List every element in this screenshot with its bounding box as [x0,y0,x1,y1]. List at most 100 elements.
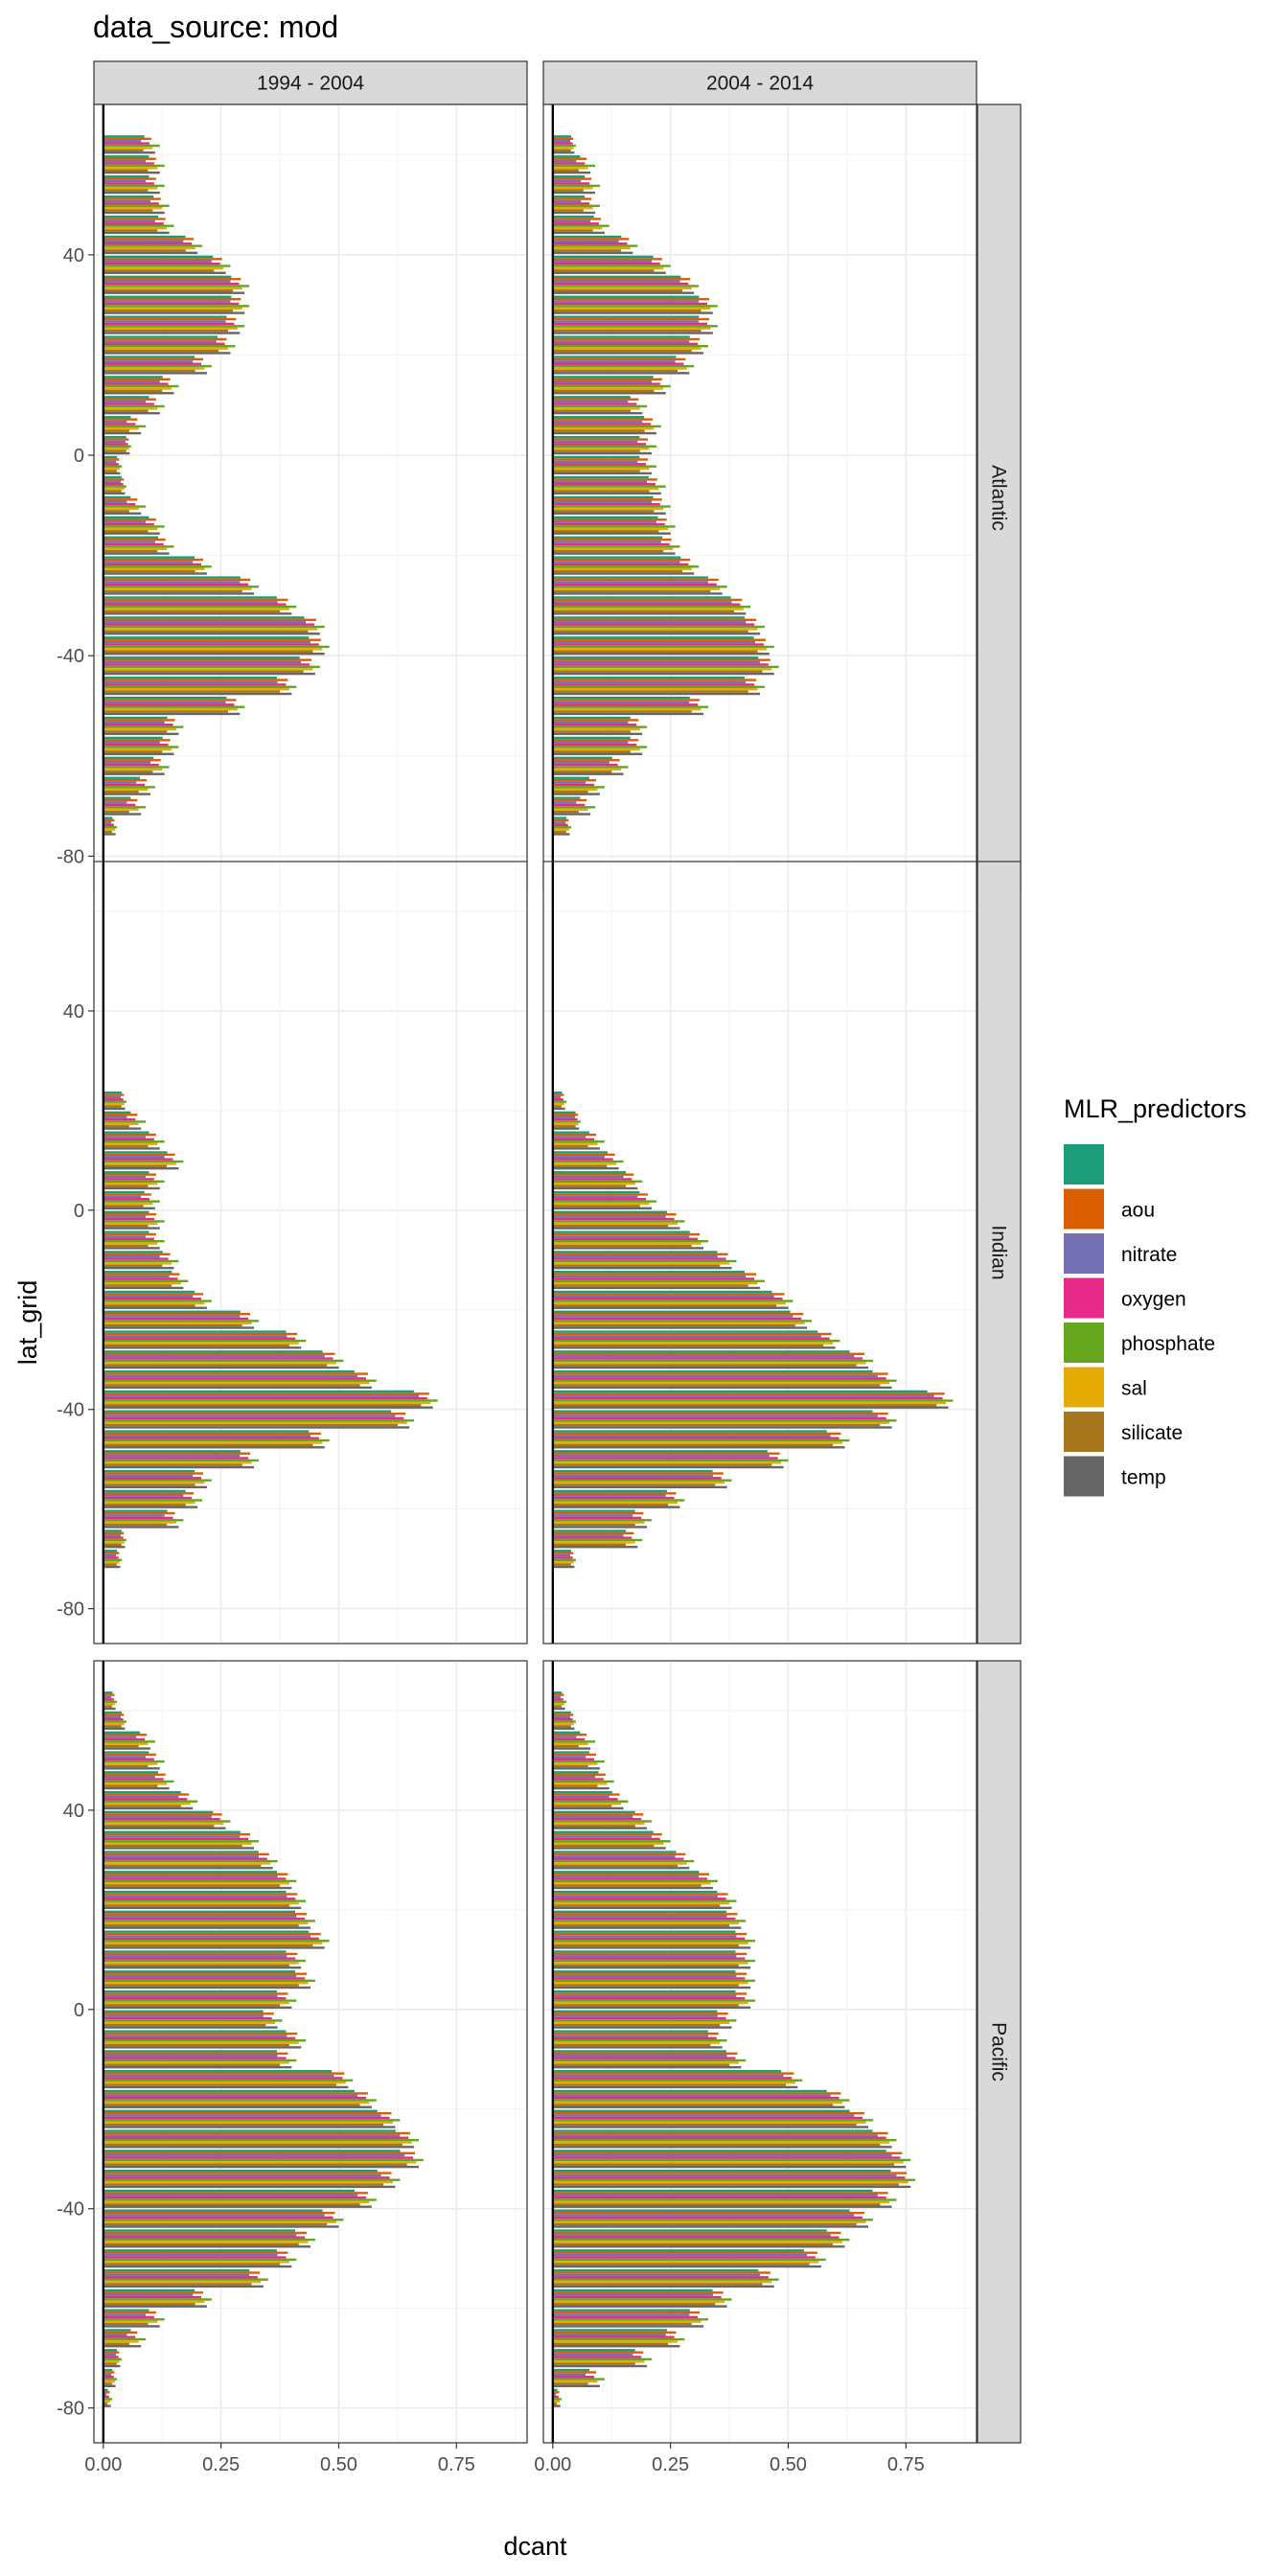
bar [552,2225,868,2228]
bar [552,2036,717,2040]
bar [103,2265,292,2268]
bar [552,2251,817,2254]
bar [103,2101,370,2104]
bar [103,2278,268,2281]
bar [552,1481,725,1484]
bar [103,672,315,676]
bar [552,1394,934,1397]
bar [552,380,652,383]
bar [552,1511,644,1515]
bar [103,2380,115,2383]
bar [552,1717,573,1721]
bar [103,463,119,466]
bar [552,315,700,318]
bar [103,1164,168,1168]
bar [103,445,131,448]
bar [103,1760,165,1763]
bar [552,404,648,408]
bar [552,1805,612,1807]
bar [552,532,671,535]
bar [103,2030,287,2033]
bar [552,266,664,270]
bar [552,1526,648,1529]
bar [103,1924,299,1927]
bar [103,527,158,531]
bar [103,1279,189,1282]
bar [552,1297,783,1300]
bar [552,255,654,259]
bar [103,670,304,673]
bar [552,1332,832,1336]
bar [103,510,129,513]
bar [103,2153,405,2157]
bar [103,1273,180,1276]
bar [552,1915,727,1918]
bar [103,1255,160,1258]
bar [552,1521,645,1524]
bar [552,652,770,656]
bar [103,1940,330,1943]
bar [552,2280,772,2284]
bar [552,2265,821,2268]
bar [103,222,164,225]
bar [103,630,309,633]
bar [103,690,281,693]
bar [103,342,225,346]
bar [103,1477,202,1480]
bar [552,1459,789,1462]
bar [103,783,146,787]
bar [552,2023,721,2027]
bar [103,1937,319,1941]
bar [103,1443,313,1447]
bar [552,490,650,493]
bar [552,478,657,481]
bar [103,307,242,310]
bar [103,796,131,799]
bar [552,1778,604,1781]
bar [103,1259,179,1263]
bar [103,2189,355,2193]
bar [552,222,599,225]
bar [103,2072,345,2075]
bar [103,1131,150,1134]
panel-border [93,861,528,1644]
bar [552,1531,634,1535]
bar [552,1702,564,1706]
bar [103,2337,147,2341]
bar [103,730,168,733]
bar [552,778,597,782]
bar [103,2174,381,2177]
bar [103,151,155,154]
bar [552,1091,563,1094]
bar [103,2276,258,2279]
bar [103,2163,407,2166]
bar [552,1290,772,1294]
bar [552,1514,633,1517]
bar [552,2337,685,2341]
bar [552,423,652,426]
bar [103,636,310,639]
bar [552,1259,737,1263]
bar [103,1452,251,1455]
bar [103,315,227,318]
bar [552,2021,730,2024]
bar [552,1359,873,1363]
bar [103,2382,112,2385]
bar [103,455,118,459]
bar [552,458,649,461]
bar [103,389,163,393]
bar [103,701,226,704]
bar [552,2358,652,2361]
bar [103,1565,121,1569]
bar [103,1543,122,1547]
bar [103,658,311,661]
bar [552,1384,881,1387]
bar [103,1352,335,1355]
bar [103,1758,154,1760]
bar [552,1536,632,1539]
bar [103,2225,339,2228]
bar [103,1780,174,1783]
bar [103,1817,220,1821]
bar [103,821,112,824]
bar [552,157,587,160]
